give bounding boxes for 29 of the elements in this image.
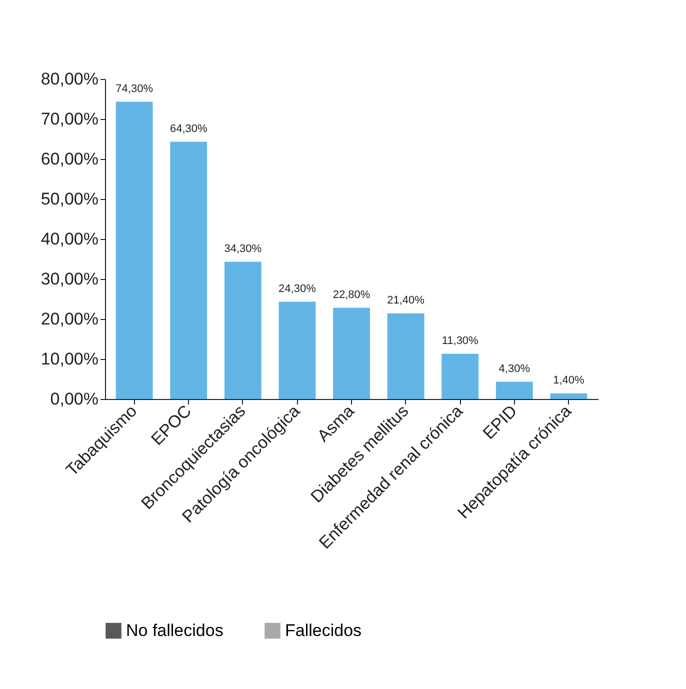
bar bbox=[387, 313, 424, 399]
y-tick-label: 30,00% bbox=[40, 270, 98, 288]
data-label: 21,40% bbox=[387, 294, 425, 306]
y-tick-label: 20,00% bbox=[40, 310, 98, 328]
y-tick-label: 50,00% bbox=[40, 190, 98, 208]
y-tick-label: 10,00% bbox=[40, 350, 98, 368]
data-label: 1,40% bbox=[553, 374, 584, 386]
data-label: 11,30% bbox=[442, 334, 479, 347]
bar bbox=[333, 308, 370, 399]
data-label: 22,80% bbox=[332, 288, 370, 301]
bar bbox=[116, 102, 153, 399]
data-label: 4,30% bbox=[498, 362, 530, 375]
legend-label: Fallecidos bbox=[285, 620, 362, 640]
data-label: 64,30% bbox=[170, 122, 208, 135]
data-label: 74,30% bbox=[116, 82, 154, 95]
bar bbox=[170, 142, 208, 399]
y-tick-label: 70,00% bbox=[40, 110, 98, 128]
y-tick-label: 60,00% bbox=[40, 150, 98, 168]
bar bbox=[496, 382, 533, 399]
data-label: 24,30% bbox=[278, 282, 316, 295]
bar bbox=[550, 393, 588, 399]
legend-label: No fallecidos bbox=[126, 620, 224, 640]
bar bbox=[442, 354, 479, 399]
data-label: 34,30% bbox=[224, 242, 262, 255]
y-tick-label: 80,00% bbox=[40, 70, 98, 88]
bar bbox=[278, 302, 316, 399]
bar bbox=[224, 262, 262, 399]
y-tick-label: 0,00% bbox=[50, 390, 98, 408]
y-tick-label: 40,00% bbox=[40, 230, 98, 248]
